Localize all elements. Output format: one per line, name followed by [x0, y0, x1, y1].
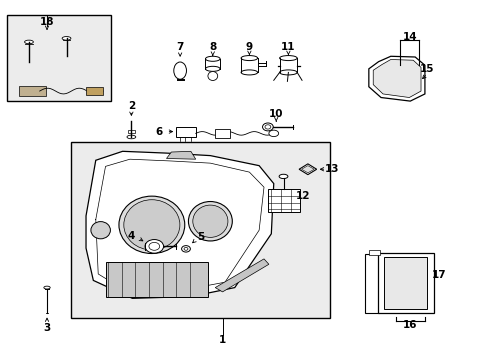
Ellipse shape: [207, 72, 217, 81]
Text: 1: 1: [219, 334, 226, 345]
Polygon shape: [368, 56, 424, 101]
Bar: [6, 15, 111, 101]
Text: 15: 15: [419, 64, 434, 74]
Text: 16: 16: [402, 320, 417, 330]
Bar: [176, 127, 195, 137]
Ellipse shape: [119, 196, 184, 253]
Ellipse shape: [241, 70, 257, 75]
Polygon shape: [372, 59, 420, 98]
Ellipse shape: [145, 239, 163, 253]
Text: 18: 18: [40, 17, 54, 27]
Text: 3: 3: [43, 323, 51, 333]
Text: 13: 13: [325, 164, 339, 174]
Ellipse shape: [241, 55, 257, 60]
Bar: [383, 257, 426, 309]
Ellipse shape: [279, 55, 297, 60]
Ellipse shape: [264, 125, 270, 129]
Bar: [105, 262, 207, 297]
Bar: [377, 253, 433, 314]
Ellipse shape: [44, 286, 50, 289]
Bar: [71, 142, 329, 318]
Ellipse shape: [279, 174, 287, 179]
Ellipse shape: [183, 247, 187, 250]
Bar: [368, 250, 379, 255]
Bar: [19, 86, 46, 96]
Text: 6: 6: [155, 127, 163, 136]
Bar: [86, 87, 103, 95]
Text: 7: 7: [176, 42, 183, 52]
Polygon shape: [166, 151, 195, 159]
Ellipse shape: [262, 123, 273, 131]
Text: 5: 5: [197, 232, 204, 242]
Ellipse shape: [123, 200, 180, 250]
Text: 11: 11: [281, 42, 295, 52]
Text: 10: 10: [268, 109, 283, 119]
Bar: [128, 130, 135, 134]
Text: 14: 14: [402, 32, 417, 41]
Bar: [267, 189, 299, 212]
Ellipse shape: [205, 56, 220, 61]
Ellipse shape: [279, 70, 297, 75]
Ellipse shape: [181, 246, 190, 252]
Polygon shape: [301, 166, 314, 173]
Text: 2: 2: [127, 102, 135, 112]
Polygon shape: [299, 164, 316, 175]
Ellipse shape: [268, 130, 278, 136]
Ellipse shape: [24, 40, 33, 44]
Text: 4: 4: [127, 231, 135, 240]
Ellipse shape: [62, 37, 71, 40]
Bar: [365, 253, 378, 313]
Polygon shape: [215, 259, 268, 292]
Text: 12: 12: [295, 191, 309, 201]
Ellipse shape: [127, 135, 136, 139]
Text: 9: 9: [245, 42, 252, 52]
Polygon shape: [86, 151, 273, 298]
Text: 17: 17: [431, 270, 446, 280]
Text: 8: 8: [209, 42, 216, 52]
Ellipse shape: [173, 62, 186, 79]
Ellipse shape: [149, 242, 159, 250]
Ellipse shape: [188, 202, 232, 241]
Ellipse shape: [205, 66, 220, 71]
Ellipse shape: [192, 205, 227, 237]
Bar: [215, 129, 229, 138]
Ellipse shape: [91, 222, 110, 239]
